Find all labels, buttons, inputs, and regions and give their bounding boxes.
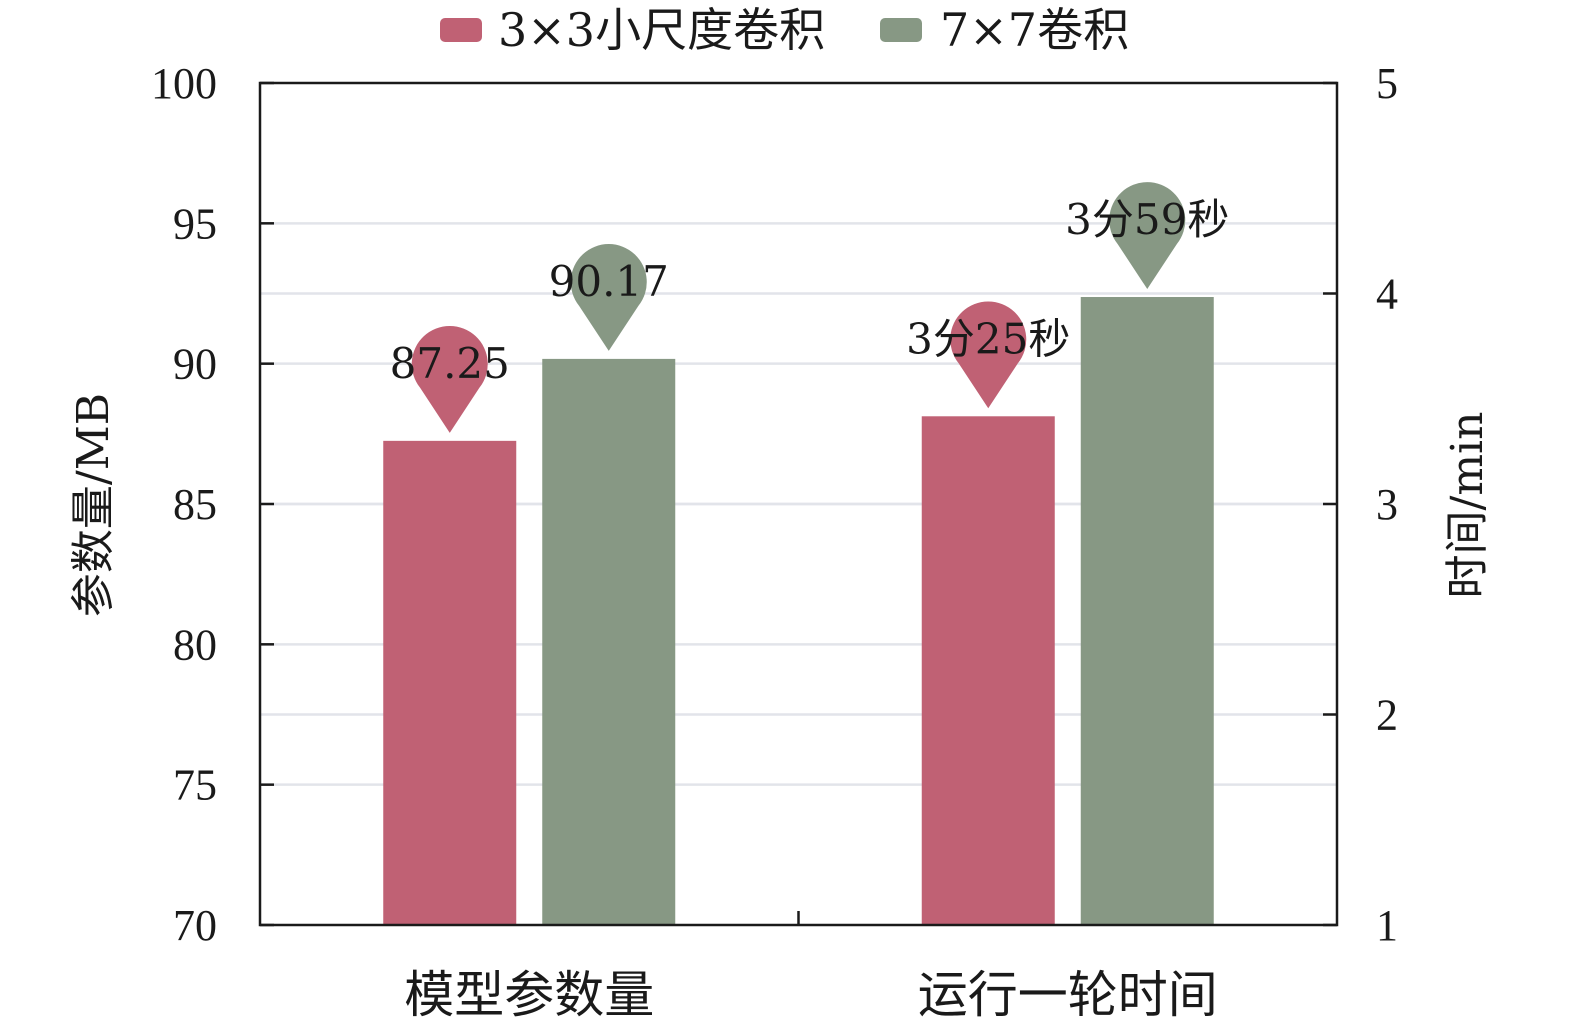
right-axis-tick-label: 2: [1376, 691, 1398, 740]
category-label: 运行一轮时间: [918, 966, 1218, 1024]
data-label-marker: [950, 301, 1027, 409]
bar: [383, 440, 517, 925]
data-label-marker: [1109, 182, 1186, 290]
right-axis-tick-label: 3: [1376, 480, 1398, 529]
data-label: 87.25: [390, 339, 510, 388]
bar: [921, 416, 1055, 925]
left-axis-tick-label: 90: [173, 340, 217, 389]
right-axis-tick-label: 4: [1376, 270, 1398, 319]
data-label: 90.17: [549, 257, 669, 306]
left-axis-tick-label: 95: [173, 199, 217, 248]
left-axis-tick-label: 85: [173, 480, 217, 529]
tick-labels: 70 75 80 85 90 95 100 1 2 3 4 5: [151, 59, 1398, 950]
data-label-marker: [411, 326, 488, 433]
data-label: 3分59秒: [1065, 195, 1229, 244]
right-axis-tick-label: 5: [1376, 59, 1398, 108]
category-label: 模型参数量: [404, 966, 654, 1024]
data-label: 3分25秒: [906, 314, 1070, 363]
category-labels: 模型参数量 运行一轮时间: [404, 966, 1218, 1024]
left-axis-tick-label: 70: [173, 901, 217, 950]
left-axis-tick-label: 80: [173, 620, 217, 669]
legend-label: 3×3小尺度卷积: [498, 3, 825, 57]
legend-swatch: [440, 18, 482, 42]
right-axis-title: 时间/min: [1442, 412, 1493, 599]
legend-swatch: [880, 18, 922, 42]
bar: [542, 358, 676, 925]
left-axis-tick-label: 100: [151, 59, 217, 108]
bars: [383, 297, 1214, 925]
right-axis-tick-label: 1: [1376, 901, 1398, 950]
left-axis-tick-label: 75: [173, 761, 217, 810]
data-label-marker: [570, 244, 647, 351]
left-axis-title: 参数量/MB: [68, 393, 119, 617]
data-label-markers: 87.25 3分25秒 90.17 3分59秒: [390, 182, 1229, 433]
legend-label: 7×7卷积: [940, 3, 1129, 57]
legend: 3×3小尺度卷积 7×7卷积: [440, 3, 1129, 57]
axes: [258, 81, 1339, 927]
bar: [1080, 297, 1214, 925]
